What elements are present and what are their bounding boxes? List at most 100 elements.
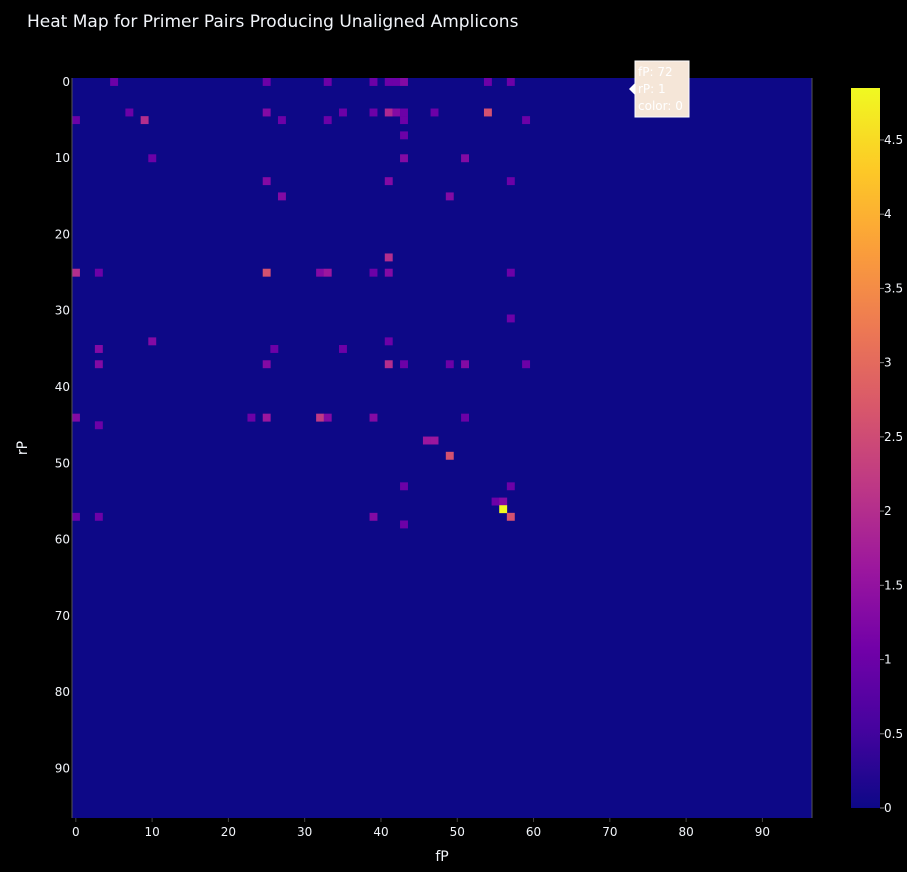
heatmap-cell[interactable] xyxy=(430,436,439,445)
heatmap-cell[interactable] xyxy=(483,78,492,86)
heatmap-cell[interactable] xyxy=(392,108,401,117)
heatmap-cell[interactable] xyxy=(506,482,515,491)
heatmap-cell[interactable] xyxy=(72,268,80,277)
heatmap-cell[interactable] xyxy=(384,360,393,369)
heatmap-cell[interactable] xyxy=(384,268,393,277)
heatmap-cell[interactable] xyxy=(94,345,103,353)
heatmap-cell[interactable] xyxy=(400,520,408,529)
heatmap-cell[interactable] xyxy=(262,108,271,117)
heatmap-cell[interactable] xyxy=(499,505,508,514)
heatmap-cell[interactable] xyxy=(277,192,286,201)
y-tick-label: 60 xyxy=(55,533,70,547)
heatmap-cell[interactable] xyxy=(369,78,378,86)
heatmap-cell[interactable] xyxy=(270,345,279,353)
heatmap-cell[interactable] xyxy=(384,108,393,117)
x-tick-label: 10 xyxy=(144,825,159,839)
heatmap-cell[interactable] xyxy=(384,177,393,186)
heatmap-cell[interactable] xyxy=(522,116,531,125)
heatmap-cell[interactable] xyxy=(323,78,332,86)
heatmap-cell[interactable] xyxy=(339,345,347,353)
heatmap-cell[interactable] xyxy=(125,108,134,117)
heatmap-cell[interactable] xyxy=(277,116,286,125)
heatmap-cell[interactable] xyxy=(72,512,80,521)
heatmap-cell[interactable] xyxy=(316,413,325,422)
heatmap-cell[interactable] xyxy=(483,108,492,117)
x-tick-label: 60 xyxy=(526,825,541,839)
heatmap-cell[interactable] xyxy=(262,413,271,422)
heatmap-cell[interactable] xyxy=(445,451,454,460)
x-tick-label: 90 xyxy=(755,825,770,839)
heatmap-cell[interactable] xyxy=(400,154,408,163)
heatmap-cell[interactable] xyxy=(384,253,393,262)
heatmap-cell[interactable] xyxy=(369,108,378,117)
heatmap-cell[interactable] xyxy=(369,413,378,422)
colorbar-tick-label: 4.5 xyxy=(884,133,903,147)
heatmap-cell[interactable] xyxy=(461,413,470,422)
heatmap-cell[interactable] xyxy=(262,177,271,186)
heatmap-cell[interactable] xyxy=(384,78,393,86)
x-axis: 0 10 20 30 40 50 60 70 80 90 xyxy=(72,78,813,839)
heatmap-cell[interactable] xyxy=(110,78,119,86)
heatmap-cell[interactable] xyxy=(499,497,508,506)
heatmap-cell[interactable] xyxy=(323,116,332,125)
heatmap-cell[interactable] xyxy=(339,108,347,117)
heatmap-cell[interactable] xyxy=(369,268,378,277)
heatmap-cell[interactable] xyxy=(400,131,408,140)
heatmap-cell[interactable] xyxy=(400,116,408,125)
colorbar-tick-label: 4 xyxy=(884,207,892,221)
x-tick-label: 40 xyxy=(373,825,388,839)
heatmap-cell[interactable] xyxy=(262,268,271,277)
colorbar-tick-label: 0.5 xyxy=(884,727,903,741)
x-tick-label: 50 xyxy=(450,825,465,839)
heatmap-cell[interactable] xyxy=(506,512,515,521)
heatmap-cell[interactable] xyxy=(445,192,454,201)
heatmap-cell[interactable] xyxy=(369,512,378,521)
heatmap-cell[interactable] xyxy=(506,78,515,86)
heatmap-cell[interactable] xyxy=(316,268,325,277)
heatmap-cell[interactable] xyxy=(323,268,332,277)
x-tick-label: 30 xyxy=(297,825,312,839)
x-axis-title: fP xyxy=(435,849,448,865)
heatmap-cell[interactable] xyxy=(94,421,103,430)
heatmap-cell[interactable] xyxy=(94,512,103,521)
heatmap-cell[interactable] xyxy=(72,116,80,125)
heatmap-cell[interactable] xyxy=(247,413,256,422)
x-tick-label: 80 xyxy=(678,825,693,839)
heatmap-cell[interactable] xyxy=(148,154,157,163)
heatmap-cell[interactable] xyxy=(400,108,408,117)
heatmap-cell[interactable] xyxy=(94,268,103,277)
heatmap-cell[interactable] xyxy=(392,78,401,86)
heatmap-cell[interactable] xyxy=(506,177,515,186)
heatmap-cell[interactable] xyxy=(384,337,393,346)
y-tick-label: 80 xyxy=(55,685,70,699)
colorbar-tick-label: 0 xyxy=(884,801,892,815)
colorbar-tick-label: 2 xyxy=(884,504,892,518)
heatmap-cell[interactable] xyxy=(400,78,408,86)
heatmap-cell[interactable] xyxy=(262,360,271,369)
heatmap-cell[interactable] xyxy=(262,78,271,86)
heatmap-cell[interactable] xyxy=(72,413,80,422)
heatmap-cell[interactable] xyxy=(400,482,408,491)
heatmap-cell[interactable] xyxy=(461,360,470,369)
heatmap-cell[interactable] xyxy=(430,108,439,117)
heatmap-cell[interactable] xyxy=(506,314,515,323)
heatmap-cell[interactable] xyxy=(506,268,515,277)
heatmap-cell[interactable] xyxy=(94,360,103,369)
heatmap-cell[interactable] xyxy=(445,360,454,369)
tooltip-line: rP: 1 xyxy=(638,82,666,96)
y-tick-label: 70 xyxy=(55,609,70,623)
heatmap-cell[interactable] xyxy=(522,360,531,369)
hover-tooltip: fP: 72 rP: 1 color: 0 xyxy=(629,60,690,118)
heatmap-cell[interactable] xyxy=(422,436,431,445)
plot-area[interactable] xyxy=(72,78,812,818)
heatmap-cell[interactable] xyxy=(148,337,157,346)
y-tick-label: 30 xyxy=(55,304,70,318)
heatmap-cell[interactable] xyxy=(400,360,408,369)
heatmap-cell[interactable] xyxy=(323,413,332,422)
y-tick-label: 20 xyxy=(55,227,70,241)
y-tick-label: 50 xyxy=(55,456,70,470)
heatmap-cell[interactable] xyxy=(491,497,500,506)
heatmap-cell[interactable] xyxy=(461,154,470,163)
heatmap-cell[interactable] xyxy=(140,116,149,125)
y-axis-title: rP xyxy=(15,441,31,455)
